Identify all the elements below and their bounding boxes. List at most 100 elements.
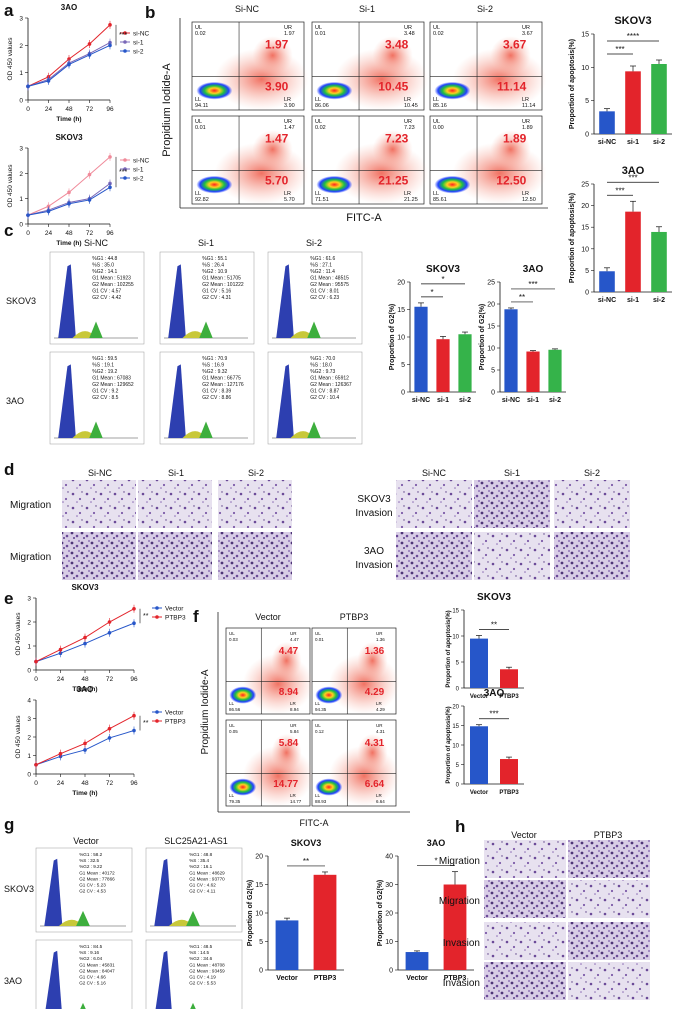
quadrant-label: UL — [315, 723, 321, 728]
quadrant-value: 86.06 — [315, 103, 329, 109]
x-tick-label: 96 — [130, 676, 138, 683]
quadrant-value: 0.12 — [315, 729, 324, 734]
y-tick-label: 3 — [27, 716, 31, 723]
percent-label: 3.67 — [503, 37, 527, 51]
quadrant-label: LR — [376, 793, 383, 798]
quadrant-value: 5.84 — [290, 729, 299, 734]
y-tick-label: 1 — [27, 753, 31, 760]
cycle-stat: G1 CV : 4.57 — [92, 289, 121, 295]
quadrant-label: LL — [315, 191, 321, 197]
sig-label: *** — [489, 710, 498, 719]
transwell-image — [554, 532, 630, 580]
chart-title: 3AO — [77, 685, 93, 694]
x-tick-label: 72 — [86, 230, 94, 237]
data-point — [34, 659, 38, 664]
g1-peak — [58, 364, 76, 438]
flow-scatter-cloud — [372, 36, 413, 75]
x-tick-label: 24 — [45, 230, 53, 237]
quadrant-label: UR — [376, 723, 383, 728]
cycle-stat: %S : 19.1 — [92, 363, 114, 369]
legend-marker — [123, 40, 127, 44]
quadrant-label: LR — [404, 97, 411, 103]
row-label: 3AO — [6, 396, 24, 406]
cycle-stat: %G1 : 59.5 — [92, 356, 117, 362]
percent-label: 5.84 — [279, 738, 299, 749]
data-point — [46, 209, 51, 214]
data-point — [26, 84, 30, 89]
data-point — [83, 741, 87, 746]
column-label: Si-2 — [248, 468, 264, 478]
y-tick-label: 2 — [27, 620, 31, 627]
transwell-image — [62, 532, 136, 580]
column-label: SLC25A21-AS1 — [164, 836, 228, 846]
percent-label: 10.45 — [378, 80, 408, 94]
flow-scatter-cloud — [357, 641, 388, 680]
cycle-stat: G2 Mean : 84047 — [79, 968, 115, 973]
x-tick-label: si-2 — [459, 397, 471, 404]
quadrant-label: UR — [290, 723, 297, 728]
transwell-image — [484, 880, 566, 918]
x-tick-label: si-NC — [502, 397, 520, 404]
flow-dense-cluster — [434, 175, 471, 194]
legend-marker — [155, 606, 159, 610]
bar — [526, 351, 540, 392]
cycle-stat: %G2 : 34.6 — [189, 956, 212, 961]
flow-scatter-cloud — [372, 130, 413, 169]
x-tick-label: PTBP3 — [499, 790, 519, 796]
flow-scatter-cloud — [252, 36, 293, 75]
g2-peak — [199, 421, 213, 438]
data-point — [107, 620, 112, 624]
transwell-image — [568, 962, 650, 1000]
x-tick-label: si-2 — [653, 139, 665, 146]
column-label: PTBP3 — [594, 830, 623, 840]
cycle-stat: %G1 : 70.0 — [310, 356, 335, 362]
y-axis-title: OD 450 values — [7, 37, 14, 81]
cycle-stat: G2 CV : 5.53 — [189, 981, 216, 986]
y-tick-label: 10 — [385, 939, 393, 946]
data-point — [107, 726, 112, 731]
y-tick-label: 2 — [19, 43, 23, 50]
percent-label: 12.50 — [496, 174, 526, 188]
quadrant-value: 4.31 — [376, 729, 385, 734]
sig-label: **** — [627, 32, 639, 41]
row-label: Invasion — [355, 508, 392, 519]
column-label: Si-2 — [477, 4, 493, 14]
data-point — [132, 607, 136, 611]
cycle-stat: G1 CV : 4.66 — [79, 975, 106, 980]
x-tick-label: 72 — [86, 106, 94, 113]
cycle-stat: %S : 9.16 — [79, 950, 99, 955]
y-tick-label: 3 — [27, 596, 31, 603]
transwell-image — [568, 880, 650, 918]
row-label: Migration — [10, 552, 51, 563]
y-axis-title: Proportion of apoptosis(%) — [446, 706, 452, 783]
x-tick-label: 0 — [26, 230, 30, 237]
quadrant-label: UR — [376, 631, 383, 636]
column-label: Si-NC — [88, 468, 112, 478]
g1-peak — [276, 264, 294, 338]
y-tick-label: 0 — [19, 222, 23, 229]
flow-scatter-cloud — [490, 130, 531, 169]
column-label: Vector — [255, 612, 281, 622]
cycle-stat: %G2 : 10.9 — [202, 269, 227, 275]
sig-label: *** — [528, 280, 537, 289]
data-point — [87, 198, 92, 202]
cycle-stat: %G2 : 9.73 — [310, 369, 335, 375]
percent-label: 1.47 — [265, 131, 289, 145]
bar — [500, 759, 518, 784]
x-tick-label: Vector — [406, 975, 428, 982]
y-tick-label: 10 — [452, 635, 459, 641]
transwell-image — [138, 480, 212, 528]
y-axis-title: OD 450 values — [15, 612, 22, 656]
cycle-stat: G2 CV : 6.23 — [310, 295, 339, 301]
chart-title: 3AO — [61, 3, 77, 12]
row-label: Migration — [10, 500, 51, 511]
x-tick-label: si-1 — [437, 397, 449, 404]
row-label: Invasion — [355, 560, 392, 571]
cycle-stat: %G1 : 61.6 — [310, 256, 335, 262]
row-label: Invasion — [443, 938, 480, 949]
quadrant-value: 79.35 — [229, 799, 241, 804]
bar — [470, 726, 488, 784]
cycle-stat: G2 CV : 10.4 — [310, 395, 339, 401]
panel-label-f: f — [193, 607, 199, 626]
panel-label-e: e — [4, 589, 13, 608]
